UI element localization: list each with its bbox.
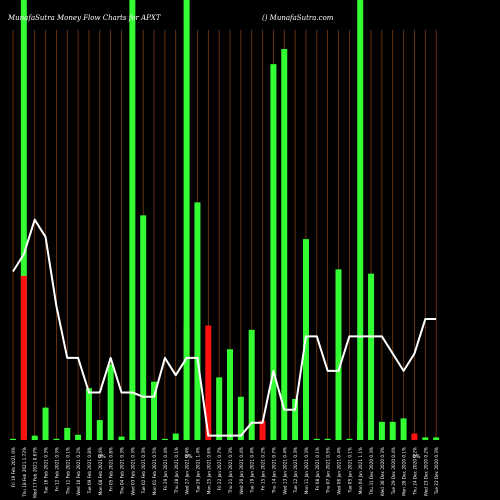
highlight-column: [129, 0, 136, 440]
bar: [107, 364, 114, 440]
bar: [400, 418, 407, 440]
x-tick-label: Thu 21 Jan 2021 0.3%: [228, 447, 233, 494]
x-tick-label: Tue 12 Jan 2021 0.3%: [293, 447, 298, 494]
annotations: 0% 0% 0%: [98, 454, 421, 460]
bar: [161, 438, 168, 440]
x-tick-label: Wed 30 Dec 2020 0.3%: [380, 447, 385, 496]
bar: [42, 407, 49, 440]
x-tick-label: Fri 19 Feb 2021 0%: [11, 447, 16, 487]
bar: [259, 420, 266, 440]
bar: [237, 396, 244, 440]
bar: [64, 427, 71, 440]
x-tick-label: Fri 12 Feb 2021 0.3%: [54, 447, 59, 491]
bar: [389, 421, 396, 440]
annotation-label: 0%: [98, 454, 106, 460]
x-tick-label: Mon 28 Dec 2020 0.1%: [402, 447, 407, 496]
bar-series: [10, 49, 440, 440]
bar: [433, 437, 440, 440]
x-tick-label: Tue 29 Dec 2020 0.4%: [391, 447, 396, 495]
bar: [172, 433, 179, 440]
bar: [422, 437, 429, 440]
bar: [270, 64, 277, 440]
x-tick-label: Thu 31 Dec 2020 0.3%: [369, 447, 374, 496]
x-tick-label: Wed 27 Jan 2021 0.4%: [185, 447, 190, 495]
x-tick-label: Tue 09 Feb 2021 0.8%: [87, 447, 92, 495]
x-tick-label: Fri 22 Jan 2021 0.7%: [217, 447, 222, 490]
bar: [53, 438, 60, 440]
x-tick-label: Fri 15 Jan 2021 0.2%: [261, 447, 266, 490]
bar: [368, 273, 375, 440]
x-tick-label: Fri 29 Jan 2021 0.4%: [163, 447, 168, 490]
bar: [20, 275, 27, 440]
bar: [227, 349, 233, 440]
bar: [85, 388, 92, 440]
bar: [96, 420, 103, 440]
chart-title: MunafaSutra Money Flow Charts for APXT: [7, 14, 162, 22]
annotation-label: 0%: [185, 454, 193, 460]
bar: [357, 420, 364, 440]
bar: [313, 438, 320, 440]
bar: [292, 398, 299, 440]
bar: [324, 438, 331, 440]
x-tick-label: Tue 16 Feb 2021 0.3%: [44, 447, 49, 495]
highlight-column: [20, 0, 27, 440]
bar: [205, 325, 212, 440]
x-tick-label: Wed 17 Feb 2021 0.67%: [33, 447, 38, 498]
x-tick-label: Wed 06 Jan 2021 0.4%: [337, 447, 342, 495]
x-tick-label: Tue 26 Jan 2021 1.4%: [195, 447, 200, 494]
x-tick-label: Tue 02 Feb 2021 0.3%: [141, 447, 146, 495]
highlight-column: [357, 0, 364, 440]
bar: [118, 436, 125, 440]
x-tick-label: Mon 01 Feb 2021 0.5%: [152, 447, 157, 495]
x-tick-label: Fri 08 Jan 2021 0.1%: [315, 447, 320, 490]
x-tick-label: Wed 03 Feb 2021 0.3%: [130, 447, 135, 496]
bar: [183, 325, 190, 440]
x-tick-label: Tue 22 Dec 2020 0.3%: [434, 447, 439, 495]
bar: [75, 434, 82, 440]
bar: [151, 381, 158, 440]
bar: [346, 438, 353, 440]
site-name: () MunafaSutra.com: [262, 14, 334, 22]
x-tick-label: Mon 11 Jan 2021 0.3%: [304, 447, 309, 494]
highlight-columns: [20, 0, 364, 440]
x-tick-label: Thu 11 Feb 2021 0.1%: [65, 447, 70, 495]
x-tick-label: Fri 05 Feb 2021 0.8%: [109, 447, 114, 491]
bar: [335, 269, 342, 440]
x-tick-label: Wed 20 Jan 2021 0.4%: [239, 447, 244, 495]
bar: [31, 435, 38, 440]
x-tick-label: Thu 04 Feb 2021 0.3%: [120, 447, 125, 495]
x-tick-label: Wed 10 Feb 2021 0.2%: [76, 447, 81, 496]
bar: [129, 438, 136, 440]
series-line: [12, 218, 437, 437]
x-tick-label: Thu 28 Jan 2021 0.1%: [174, 447, 179, 494]
x-tick-label: Tue 05 Jan 2021 0.1%: [347, 447, 352, 494]
bar: [140, 215, 147, 440]
annotation-label: 0%: [412, 454, 420, 460]
bar: [10, 438, 16, 440]
x-tick-label: Thu 24 Dec 2020 0.2%: [412, 447, 417, 496]
x-tick-label: Mon 04 Jan 2021 1.1%: [358, 447, 363, 494]
bar: [194, 202, 201, 440]
x-tick-label: Wed 13 Jan 2021 0.4%: [282, 447, 287, 495]
highlight-column: [183, 0, 190, 440]
x-tick-label: Wed 23 Dec 2020 0.2%: [423, 447, 428, 496]
x-tick-label: Thu 18 Feb 2021 1.72%: [22, 447, 27, 498]
bar: [281, 49, 288, 440]
tick-labels: Fri 19 Feb 2021 0% Thu 18 Feb 2021 1.72% W…: [11, 447, 439, 498]
bar: [216, 377, 223, 440]
bar: [411, 433, 418, 440]
x-tick-label: Mon 08 Feb 2021 0.4%: [98, 447, 103, 495]
x-tick-label: Thu 07 Jan 2021 0.5%: [326, 447, 331, 494]
price-line: [12, 218, 437, 437]
bar: [248, 329, 255, 440]
x-tick-label: Tue 19 Jan 2021 0.4%: [250, 447, 255, 494]
x-tick-label: Thu 14 Jan 2021 0.7%: [271, 447, 276, 494]
x-tick-label: Mon 25 Jan 2021 0.6%: [206, 447, 211, 494]
bar: [378, 421, 385, 440]
